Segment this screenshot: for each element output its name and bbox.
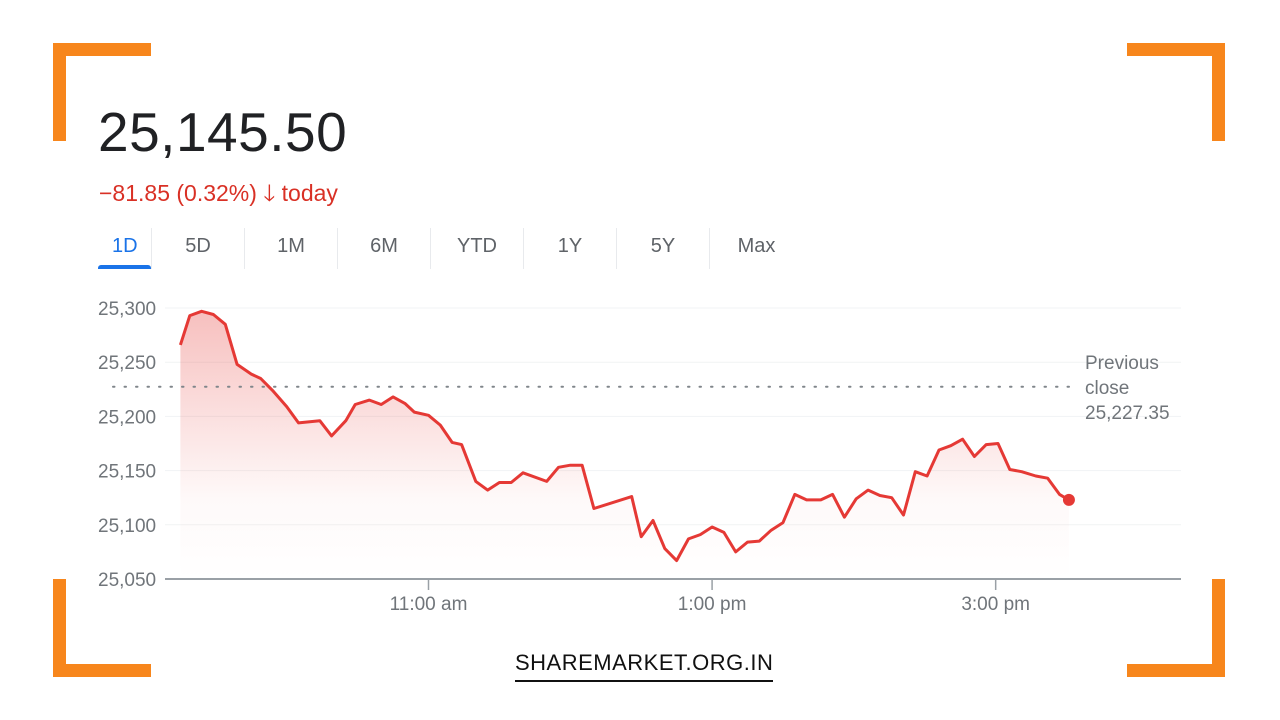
y-tick-label: 25,050 <box>98 570 156 591</box>
tab-6m[interactable]: 6M <box>338 228 431 269</box>
tab-max[interactable]: Max <box>737 235 776 257</box>
last-price-marker[interactable] <box>1062 493 1075 506</box>
y-tick-label: 25,250 <box>98 353 156 374</box>
tab-1d[interactable]: 1D <box>98 228 152 269</box>
tab-1m[interactable]: 1M <box>245 228 338 269</box>
previous-close-label-2: close <box>1085 378 1129 399</box>
x-tick-label: 11:00 am <box>390 594 468 615</box>
tab-5d[interactable]: 5D <box>152 228 245 269</box>
y-tick-label: 25,100 <box>98 516 156 537</box>
price-area-fill <box>180 311 1069 579</box>
y-tick-label: 25,300 <box>98 299 156 320</box>
frame-corner-top-right <box>1127 43 1225 141</box>
brand-footer: SHAREMARKET.ORG.IN <box>515 650 774 682</box>
frame-corner-bottom-left <box>53 579 151 677</box>
price-line <box>178 309 1070 563</box>
range-tabs: 1D 5D 1M 6M YTD 1Y 5Y Max <box>98 228 803 269</box>
y-tick-label: 25,200 <box>98 407 156 428</box>
frame-corner-bottom-right <box>1127 579 1225 677</box>
tab-ytd[interactable]: YTD <box>431 228 524 269</box>
change-period: today <box>281 180 338 206</box>
current-price: 25,145.50 <box>98 101 348 163</box>
tab-5y[interactable]: 5Y <box>617 228 710 269</box>
previous-close-value: 25,227.35 <box>1085 403 1170 424</box>
change-value: −81.85 (0.32%) <box>99 180 257 206</box>
arrow-down-icon: 🡓 <box>263 180 276 206</box>
previous-close-label: Previous <box>1085 353 1159 374</box>
x-tick-label: 3:00 pm <box>961 594 1030 615</box>
tab-1y[interactable]: 1Y <box>524 228 617 269</box>
price-change: −81.85 (0.32%) 🡓 today <box>99 177 338 216</box>
x-tick-label: 1:00 pm <box>678 594 747 615</box>
y-tick-label: 25,150 <box>98 462 156 483</box>
frame-corner-top-left <box>53 43 151 141</box>
